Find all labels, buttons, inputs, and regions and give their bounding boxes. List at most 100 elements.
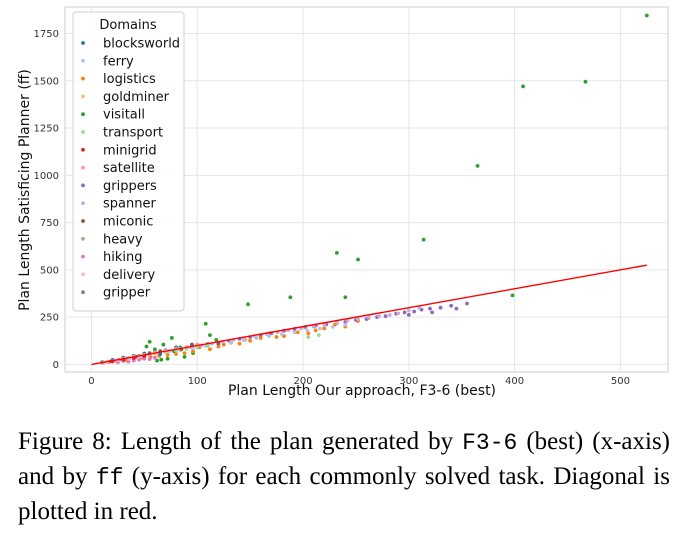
caption-text-2: (best) (x-axis) and by: [18, 428, 670, 490]
x-tick-label: 500: [611, 376, 630, 387]
data-point-ferry: [267, 334, 272, 338]
data-point-visitall: [169, 336, 174, 340]
data-point-spanner: [417, 305, 422, 310]
data-point-visitall: [644, 13, 649, 18]
data-point-grippers: [430, 310, 434, 315]
diagonal-line: [91, 264, 647, 366]
data-point-visitall: [521, 84, 525, 89]
legend-label-minigrid: minigrid: [103, 143, 157, 158]
data-point-logistics: [208, 347, 212, 352]
data-point-spanner: [311, 324, 316, 329]
caption-text-3: (y-axis) for each commonly solved task. …: [18, 463, 670, 525]
y-tick-label: 1000: [34, 171, 59, 182]
data-point-logistics: [165, 353, 170, 357]
x-tick-label: 100: [188, 376, 207, 387]
caption-code-f3-6: F3-6: [462, 430, 518, 456]
legend-label-logistics: logistics: [103, 72, 156, 87]
data-point-grippers: [428, 306, 432, 311]
data-point-visitall: [583, 79, 588, 84]
legend-label-transport: transport: [103, 126, 163, 141]
legend-marker-hiking: [81, 254, 85, 259]
data-point-visitall: [159, 357, 164, 362]
data-point-grippers: [402, 310, 407, 315]
data-point-logistics: [313, 328, 318, 333]
data-point-transport: [316, 333, 321, 338]
data-point-spanner: [406, 308, 411, 313]
data-point-hiking: [142, 356, 147, 361]
legend-marker-grippers: [81, 183, 85, 188]
data-point-logistics: [182, 351, 187, 355]
data-point-miconic: [190, 342, 194, 347]
x-tick-label: 200: [293, 376, 312, 387]
legend-marker-gripper: [81, 290, 85, 295]
data-point-blocksworld: [158, 352, 163, 356]
legend-marker-heavy: [81, 236, 85, 241]
data-point-visitall: [144, 344, 149, 349]
data-point-ferry: [279, 332, 284, 337]
data-point-visitall: [334, 250, 339, 255]
data-point-visitall: [288, 295, 293, 300]
data-point-hiking: [153, 355, 157, 360]
data-point-logistics: [322, 326, 327, 331]
data-point-transport: [205, 343, 210, 348]
figure-caption: Figure 8: Length of the plan generated b…: [18, 425, 670, 529]
legend-marker-logistics: [81, 76, 85, 81]
data-point-grippers: [412, 309, 417, 314]
data-point-logistics: [274, 335, 279, 339]
data-point-hiking: [147, 357, 152, 362]
data-point-spanner: [387, 312, 392, 317]
legend-title: Domains: [99, 18, 156, 33]
data-point-ferry: [305, 328, 310, 333]
data-point-logistics: [295, 330, 300, 335]
legend-label-satellite: satellite: [103, 161, 155, 176]
legend-marker-satellite: [81, 165, 85, 170]
scatter-chart: 0 100 200 300 400 500 0 250 500 750 1000 1250 1500 1…: [17, 6, 669, 399]
data-point-ferry: [191, 346, 195, 351]
data-point-visitall: [153, 347, 157, 352]
legend-marker-minigrid: [81, 147, 85, 152]
legend-label-spanner: spanner: [103, 197, 156, 212]
y-axis-label: Plan Length Satisficing Planner (ff): [17, 69, 33, 311]
data-point-visitall: [182, 354, 187, 359]
data-point-spanner: [322, 322, 327, 327]
data-point-grippers: [438, 305, 443, 310]
y-tick-label: 1750: [34, 29, 59, 40]
data-point-visitall: [208, 333, 212, 338]
data-point-ferry: [254, 336, 259, 340]
y-tick-label: 0: [53, 360, 59, 371]
legend-marker-ferry: [81, 58, 85, 63]
data-point-miconic: [216, 341, 221, 346]
data-point-grippers: [383, 314, 388, 319]
data-point-transport: [306, 335, 311, 339]
caption-code-ff: ff: [95, 465, 124, 491]
data-point-spanner: [356, 317, 360, 321]
legend-label-hiking: hiking: [103, 250, 142, 265]
data-point-spanner: [334, 320, 339, 325]
data-point-visitall: [421, 237, 426, 242]
data-point-visitall: [155, 358, 159, 363]
data-point-ferry: [330, 325, 335, 329]
y-tick-label: 1500: [34, 76, 59, 87]
data-point-visitall: [356, 257, 360, 262]
y-tick-label: 500: [40, 265, 59, 276]
legend-label-heavy: heavy: [103, 232, 143, 247]
legend-label-visitall: visitall: [103, 108, 145, 123]
data-point-spanner: [377, 314, 382, 319]
data-point-visitall: [147, 339, 152, 344]
data-point-logistics: [248, 338, 253, 343]
x-tick-label: 300: [399, 376, 418, 387]
y-tick-label: 750: [40, 218, 59, 229]
data-point-visitall: [475, 163, 480, 168]
legend-marker-blocksworld: [81, 41, 85, 45]
data-point-grippers: [454, 306, 459, 311]
data-point-visitall: [246, 302, 250, 307]
legend: Domains blocksworld ferry logistics goldmine…: [72, 11, 185, 312]
y-tick-label: 250: [40, 313, 59, 324]
data-point-logistics: [258, 336, 263, 340]
y-tick-label: 1250: [34, 124, 59, 135]
data-point-ferry: [343, 322, 348, 327]
x-tick-label: 0: [88, 376, 94, 387]
data-point-grippers: [449, 303, 454, 308]
data-point-hiking: [131, 358, 136, 363]
